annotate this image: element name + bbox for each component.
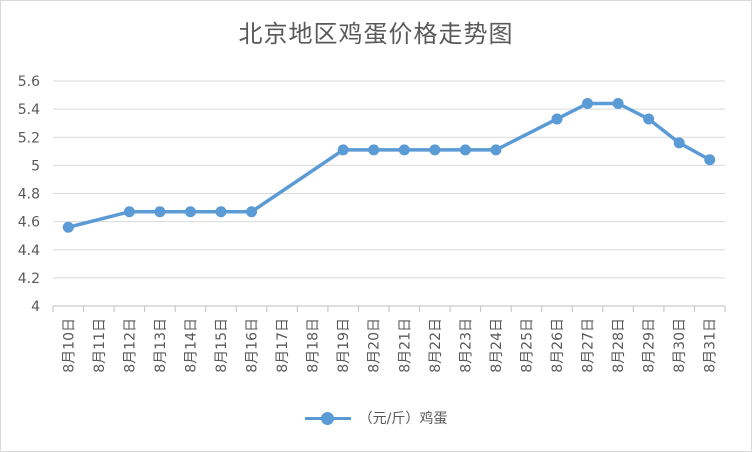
data-point (337, 144, 349, 156)
x-tick-label: 8月14日 (183, 318, 199, 373)
chart-title: 北京地区鸡蛋价格走势图 (238, 20, 514, 48)
x-tick-label: 8月31日 (703, 318, 719, 373)
x-tick-label: 8月21日 (397, 318, 413, 373)
y-tick-label: 5 (31, 158, 40, 174)
x-tick-label: 8月30日 (672, 318, 688, 373)
x-tick-label: 8月10日 (61, 318, 77, 373)
x-tick-label: 8月17日 (275, 318, 291, 373)
x-tick-label: 8月27日 (581, 318, 597, 373)
data-point (398, 144, 410, 156)
legend-line-marker-icon (304, 408, 351, 428)
grid-lines (52, 80, 726, 312)
x-tick-label: 8月20日 (367, 318, 383, 373)
data-point (184, 206, 196, 218)
x-tick-label: 8月15日 (214, 318, 230, 373)
x-tick-label: 8月19日 (336, 318, 352, 373)
data-point (368, 144, 380, 156)
legend-label: （元/斤）鸡蛋 (358, 411, 448, 427)
data-point (429, 144, 441, 156)
y-tick-label: 4 (31, 299, 40, 315)
y-tick-label: 4.2 (18, 271, 40, 287)
x-tick-label: 8月12日 (122, 318, 138, 373)
x-tick-label: 8月16日 (245, 318, 261, 373)
x-tick-label: 8月25日 (519, 318, 535, 373)
y-tick-label: 4.4 (18, 243, 40, 259)
x-tick-label: 8月24日 (489, 318, 505, 373)
data-point (551, 113, 563, 125)
data-point (490, 144, 502, 156)
data-point (673, 137, 685, 149)
data-point (643, 113, 655, 125)
x-tick-label: 8月18日 (306, 318, 322, 373)
data-point (612, 98, 624, 109)
y-tick-label: 4.6 (18, 215, 40, 231)
y-tick-label: 5.2 (18, 130, 40, 146)
data-point (215, 206, 227, 218)
x-tick-labels: 8月10日 8月11日 8月12日 8月13日 8月14日 8月15日 8月16日 8月17日… (61, 318, 718, 373)
legend: （元/斤）鸡蛋 (0, 408, 752, 428)
x-tick-label: 8月13日 (153, 318, 169, 373)
x-tick-label: 8月11日 (92, 318, 108, 373)
y-tick-label: 5.6 (18, 74, 40, 90)
data-point (582, 98, 594, 109)
data-point (459, 144, 471, 156)
x-tick-label: 8月23日 (458, 318, 474, 373)
y-tick-label: 4.8 (18, 187, 40, 203)
y-tick-label: 5.4 (18, 102, 40, 118)
x-tick-label: 8月28日 (611, 318, 627, 373)
data-point (246, 206, 258, 218)
x-tick-label: 8月29日 (642, 318, 658, 373)
data-point (154, 206, 166, 218)
data-point (704, 154, 716, 166)
x-tick-label: 8月22日 (428, 318, 444, 373)
data-point (62, 221, 74, 233)
series-layer (62, 98, 716, 233)
data-point (123, 206, 135, 218)
x-tick-label: 8月26日 (550, 318, 566, 373)
y-tick-labels: 4 4.2 4.4 4.6 4.8 5 5.2 5.4 5.6 (18, 74, 40, 315)
